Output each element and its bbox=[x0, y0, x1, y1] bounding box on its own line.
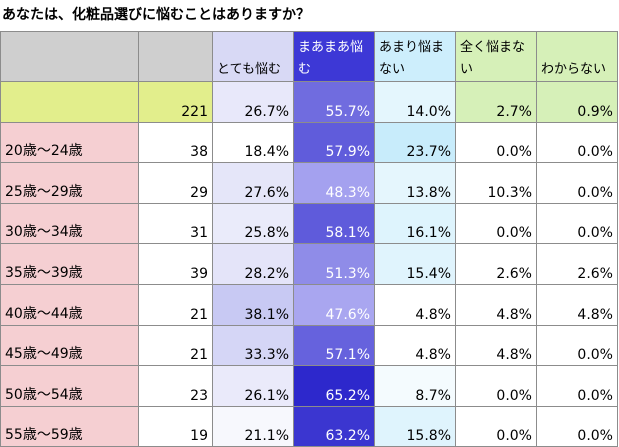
cell-not-at-all: 2.6% bbox=[455, 243, 537, 285]
cell-unknown: 0.9% bbox=[536, 81, 618, 123]
header-cell-somewhat: まあまあ悩む bbox=[293, 31, 375, 82]
table-row: 40歳～44歳 21 38.1% 47.6% 4.8% 4.8% 4.8% bbox=[0, 283, 618, 326]
cell-not-at-all: 4.8% bbox=[455, 283, 537, 326]
row-label: 20歳～24歳 bbox=[0, 121, 139, 164]
cell-not-much: 4.8% bbox=[374, 283, 456, 326]
cell-somewhat: 63.2% bbox=[293, 405, 375, 447]
row-label: 35歳～39歳 bbox=[0, 243, 139, 285]
header-cell-n bbox=[138, 31, 213, 82]
cell-not-much: 4.8% bbox=[374, 324, 456, 367]
row-count: 21 bbox=[138, 283, 213, 326]
row-count: 19 bbox=[138, 405, 213, 447]
cell-somewhat: 57.1% bbox=[293, 324, 375, 367]
cell-not-at-all: 0.0% bbox=[455, 202, 537, 245]
cell-somewhat: 48.3% bbox=[293, 162, 375, 204]
table-row: 30歳～34歳 31 25.8% 58.1% 16.1% 0.0% 0.0% bbox=[0, 202, 618, 245]
row-label: 55歳～59歳 bbox=[0, 405, 139, 447]
table-row: 35歳～39歳 39 28.2% 51.3% 15.4% 2.6% 2.6% bbox=[0, 243, 618, 285]
row-count: 23 bbox=[138, 365, 213, 407]
header-cell-unknown: わからない bbox=[536, 31, 618, 82]
cell-not-at-all: 4.8% bbox=[455, 324, 537, 367]
header-cell-label bbox=[0, 31, 139, 82]
cell-not-at-all: 0.0% bbox=[455, 405, 537, 447]
cell-not-much: 15.4% bbox=[374, 243, 456, 285]
row-count: 39 bbox=[138, 243, 213, 285]
cell-very: 25.8% bbox=[212, 202, 294, 245]
cell-somewhat: 51.3% bbox=[293, 243, 375, 285]
row-count: 29 bbox=[138, 162, 213, 204]
table-row: 20歳～24歳 38 18.4% 57.9% 23.7% 0.0% 0.0% bbox=[0, 121, 618, 164]
header-cell-not-at-all: 全く悩まない bbox=[455, 31, 537, 82]
page-title: あなたは、化粧品選びに悩むことはありますか？ bbox=[2, 7, 310, 23]
header-cell-not-much: あまり悩まない bbox=[374, 31, 456, 82]
cell-very: 26.7% bbox=[212, 81, 294, 123]
cell-somewhat: 58.1% bbox=[293, 202, 375, 245]
cell-not-much: 13.8% bbox=[374, 162, 456, 204]
row-count: 21 bbox=[138, 324, 213, 367]
cell-very: 38.1% bbox=[212, 283, 294, 326]
cell-unknown: 0.0% bbox=[536, 121, 618, 164]
cell-not-at-all: 0.0% bbox=[455, 365, 537, 407]
cell-unknown: 0.0% bbox=[536, 405, 618, 447]
table-row: 45歳～49歳 21 33.3% 57.1% 4.8% 4.8% 0.0% bbox=[0, 324, 618, 367]
cell-somewhat: 65.2% bbox=[293, 365, 375, 407]
row-count: 221 bbox=[138, 81, 213, 123]
cell-unknown: 0.0% bbox=[536, 202, 618, 245]
cell-not-at-all: 0.0% bbox=[455, 121, 537, 164]
header-row: とても悩む まあまあ悩む あまり悩まない 全く悩まない わからない bbox=[0, 31, 618, 82]
row-label: 45歳～49歳 bbox=[0, 324, 139, 367]
cell-somewhat: 55.7% bbox=[293, 81, 375, 123]
table-row: 50歳～54歳 23 26.1% 65.2% 8.7% 0.0% 0.0% bbox=[0, 365, 618, 407]
row-count: 38 bbox=[138, 121, 213, 164]
results-table: とても悩む まあまあ悩む あまり悩まない 全く悩まない わからない 221 26.… bbox=[0, 31, 618, 447]
cell-unknown: 0.0% bbox=[536, 162, 618, 204]
row-count: 31 bbox=[138, 202, 213, 245]
cell-not-much: 23.7% bbox=[374, 121, 456, 164]
table-body: 221 26.7% 55.7% 14.0% 2.7% 0.9% 20歳～24歳 38 18.4%… bbox=[0, 81, 618, 447]
cell-not-much: 14.0% bbox=[374, 81, 456, 123]
cell-unknown: 0.0% bbox=[536, 324, 618, 367]
cell-very: 21.1% bbox=[212, 405, 294, 447]
total-row: 221 26.7% 55.7% 14.0% 2.7% 0.9% bbox=[0, 81, 618, 123]
row-label: 25歳～29歳 bbox=[0, 162, 139, 204]
row-label: 40歳～44歳 bbox=[0, 283, 139, 326]
cell-not-much: 8.7% bbox=[374, 365, 456, 407]
cell-very: 27.6% bbox=[212, 162, 294, 204]
row-label bbox=[0, 81, 139, 123]
cell-unknown: 4.8% bbox=[536, 283, 618, 326]
cell-not-at-all: 2.7% bbox=[455, 81, 537, 123]
cell-very: 18.4% bbox=[212, 121, 294, 164]
cell-unknown: 2.6% bbox=[536, 243, 618, 285]
row-label: 30歳～34歳 bbox=[0, 202, 139, 245]
cell-somewhat: 47.6% bbox=[293, 283, 375, 326]
table-row: 25歳～29歳 29 27.6% 48.3% 13.8% 10.3% 0.0% bbox=[0, 162, 618, 204]
cell-not-at-all: 10.3% bbox=[455, 162, 537, 204]
cell-not-much: 16.1% bbox=[374, 202, 456, 245]
cell-somewhat: 57.9% bbox=[293, 121, 375, 164]
table-row: 55歳～59歳 19 21.1% 63.2% 15.8% 0.0% 0.0% bbox=[0, 405, 618, 447]
cell-unknown: 0.0% bbox=[536, 365, 618, 407]
cell-not-much: 15.8% bbox=[374, 405, 456, 447]
row-label: 50歳～54歳 bbox=[0, 365, 139, 407]
cell-very: 28.2% bbox=[212, 243, 294, 285]
header-cell-very: とても悩む bbox=[212, 31, 294, 82]
cell-very: 33.3% bbox=[212, 324, 294, 367]
cell-very: 26.1% bbox=[212, 365, 294, 407]
